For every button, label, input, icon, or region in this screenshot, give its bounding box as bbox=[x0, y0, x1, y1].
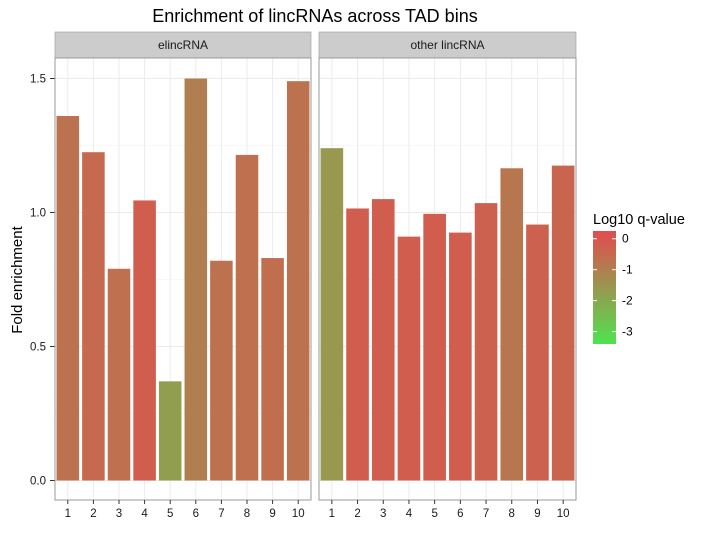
bar-elincRNA-8 bbox=[235, 154, 259, 481]
legend: Log10 q-value 0 -1 -2 -3 bbox=[593, 212, 685, 344]
legend-tick-label: -3 bbox=[622, 325, 633, 339]
x-tick-label: 1 bbox=[329, 508, 335, 520]
x-tick-label: 10 bbox=[557, 508, 570, 520]
x-tick-label: 2 bbox=[354, 508, 360, 520]
facet-strip-label: elincRNA bbox=[158, 38, 208, 52]
bar-elincRNA-9 bbox=[261, 258, 284, 481]
panel-border bbox=[54, 57, 312, 501]
y-tick-label: 1.0 bbox=[30, 208, 46, 220]
x-tick-label: 9 bbox=[269, 508, 275, 520]
x-tick-label: 5 bbox=[431, 508, 437, 520]
x-tick-label: 8 bbox=[244, 508, 250, 520]
y-axis: 0.0 0.5 1.0 1.5 bbox=[30, 74, 55, 488]
legend-colorbar bbox=[593, 231, 616, 344]
bar-elincRNA-2 bbox=[82, 152, 105, 481]
bar-elincRNA-3 bbox=[107, 268, 131, 481]
x-tick-label: 10 bbox=[292, 508, 305, 520]
bar-other-lincRNA-3 bbox=[371, 199, 395, 481]
bar-elincRNA-4 bbox=[133, 200, 156, 481]
bar-other-lincRNA-5 bbox=[423, 213, 446, 481]
x-tick-label: 9 bbox=[534, 508, 540, 520]
y-tick-label: 0.0 bbox=[30, 476, 46, 488]
bar-other-lincRNA-8 bbox=[500, 168, 524, 481]
legend-tick-label: -2 bbox=[622, 294, 633, 308]
x-tick-label: 6 bbox=[457, 508, 463, 520]
bar-elincRNA-10 bbox=[286, 81, 310, 481]
y-axis-title: Fold enrichment bbox=[9, 225, 26, 333]
x-tick-label: 7 bbox=[218, 508, 224, 520]
facet-strip bbox=[54, 31, 312, 59]
x-tick-label: 4 bbox=[406, 508, 413, 520]
legend-tick-label: -1 bbox=[622, 263, 633, 277]
y-tick-label: 0.5 bbox=[30, 342, 46, 354]
legend-title: Log10 q-value bbox=[593, 212, 685, 228]
x-tick-label: 3 bbox=[380, 508, 386, 520]
x-tick-label: 8 bbox=[509, 508, 515, 520]
bar-other-lincRNA-9 bbox=[526, 224, 549, 481]
facet-panels: elincRNA 1 2 3 4 5 6 7 8 9 10 other lincRNA 1 2 3 4 5 6 7 8… bbox=[54, 31, 577, 520]
bar-elincRNA-6 bbox=[184, 78, 208, 481]
bar-elincRNA-7 bbox=[210, 260, 233, 481]
bar-other-lincRNA-10 bbox=[551, 165, 575, 481]
y-tick-label: 1.5 bbox=[30, 74, 46, 86]
x-tick-label: 2 bbox=[90, 508, 96, 520]
x-tick-label: 7 bbox=[483, 508, 489, 520]
bar-other-lincRNA-6 bbox=[449, 232, 472, 481]
bar-other-lincRNA-2 bbox=[346, 208, 369, 481]
facet-strip bbox=[318, 31, 577, 59]
x-tick-label: 6 bbox=[193, 508, 199, 520]
x-tick-label: 4 bbox=[141, 508, 148, 520]
bar-elincRNA-5 bbox=[158, 381, 182, 481]
bar-other-lincRNA-4 bbox=[397, 236, 421, 481]
facet-panel: other lincRNA 1 2 3 4 5 6 7 8 9 10 bbox=[318, 31, 577, 520]
panel-border bbox=[318, 57, 577, 501]
bar-other-lincRNA-7 bbox=[474, 203, 498, 481]
x-tick-label: 5 bbox=[167, 508, 173, 520]
x-tick-label: 3 bbox=[116, 508, 122, 520]
facet-panel: elincRNA 1 2 3 4 5 6 7 8 9 10 bbox=[54, 31, 312, 520]
legend-tick-label: 0 bbox=[622, 232, 629, 246]
facet-strip-label: other lincRNA bbox=[410, 38, 484, 52]
x-tick-label: 1 bbox=[65, 508, 71, 520]
legend-ticks: 0 -1 -2 -3 bbox=[593, 232, 633, 339]
chart-title: Enrichment of lincRNAs across TAD bins bbox=[152, 6, 477, 26]
bar-other-lincRNA-1 bbox=[320, 148, 344, 481]
bar-elincRNA-1 bbox=[56, 116, 80, 481]
